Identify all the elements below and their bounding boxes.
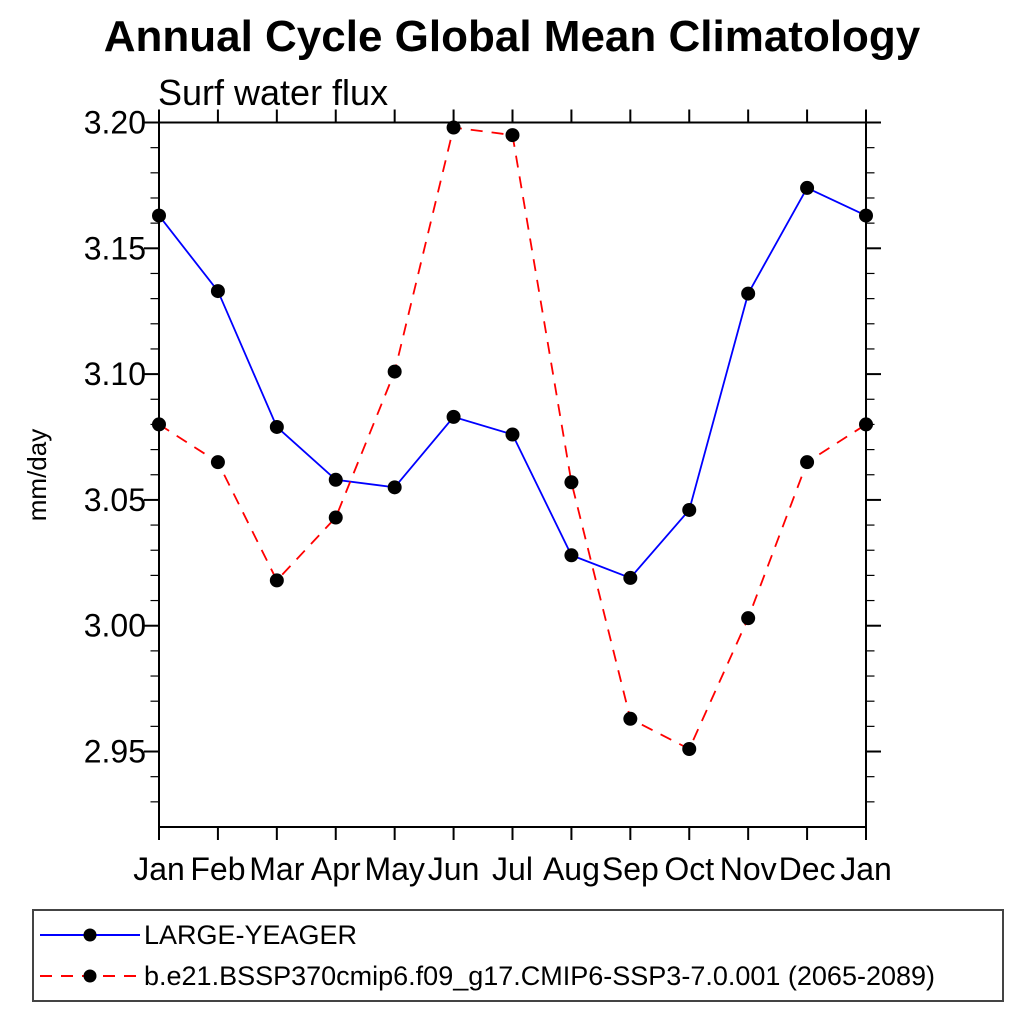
plot-frame [158, 121, 867, 828]
x-tick-label: Dec [779, 851, 836, 887]
data-point-marker [741, 286, 756, 301]
y-tick-label: 3.00 [84, 608, 146, 644]
data-point-marker [682, 502, 697, 517]
x-tick-label: Jan [840, 851, 892, 887]
legend-label-cmip6: b.e21.BSSP370cmip6.f09_g17.CMIP6-SSP3-7.… [144, 960, 936, 991]
data-point-marker [505, 427, 520, 442]
data-point-marker [623, 570, 638, 585]
data-point-marker [859, 208, 873, 223]
data-point-marker [800, 180, 815, 195]
data-point-marker [210, 455, 225, 470]
x-tick-label: Feb [190, 851, 245, 887]
x-tick-label: May [364, 851, 424, 887]
legend-label-large-yeager: LARGE-YEAGER [144, 919, 358, 950]
data-point-marker [269, 419, 284, 434]
data-series [152, 120, 873, 757]
data-point-marker [505, 128, 520, 143]
y-tick-label: 3.20 [84, 105, 146, 141]
x-tick-label: Aug [543, 851, 600, 887]
chart-title: Annual Cycle Global Mean Climatology [103, 12, 921, 61]
y-tick-label: 3.15 [84, 230, 146, 266]
data-point-marker [682, 742, 697, 757]
x-tick-labels: Jan Feb Mar Apr May Jun Jul Aug Sep Oct Nov Dec Jan [133, 851, 892, 887]
data-point-marker [800, 455, 815, 470]
data-point-marker [387, 364, 402, 379]
y-axis-title: mm/day [22, 429, 52, 521]
x-tick-label: Nov [720, 851, 777, 887]
legend-box: LARGE-YEAGER b.e21.BSSP370cmip6.f09_g17.… [32, 909, 1004, 1002]
x-tick-label: Sep [602, 851, 659, 887]
x-tick-label: Jul [492, 851, 533, 887]
data-point-marker [210, 284, 225, 299]
data-point-marker [269, 573, 284, 588]
x-tick-label: Jan [133, 851, 185, 887]
chart-subtitle: Surf water flux [158, 72, 389, 113]
legend-entry-large-yeager: LARGE-YEAGER [40, 919, 358, 950]
y-tick-label: 2.95 [84, 734, 146, 770]
data-point-marker [152, 208, 166, 223]
y-axis-title-text: mm/day [22, 429, 52, 521]
y-axis-ticks [144, 121, 881, 803]
data-point-marker [152, 417, 166, 432]
x-tick-label: Oct [664, 851, 714, 887]
data-point-marker [623, 711, 638, 726]
legend-line-sample-solid [40, 928, 140, 942]
x-tick-label: Jun [428, 851, 480, 887]
series-line [158, 186, 867, 579]
legend-marker-dot [83, 928, 97, 942]
x-axis-ticks [158, 109, 867, 840]
data-point-marker [446, 409, 461, 424]
data-point-marker [328, 510, 343, 525]
x-tick-label: Apr [311, 851, 361, 887]
data-point-marker [741, 611, 756, 626]
y-tick-label: 3.10 [84, 356, 146, 392]
y-tick-label: 3.05 [84, 482, 146, 518]
x-tick-label: Mar [249, 851, 304, 887]
data-point-marker [328, 472, 343, 487]
data-point-marker [446, 120, 461, 135]
y-tick-labels: 2.95 3.00 3.05 3.10 3.15 3.20 [84, 105, 146, 770]
data-point-marker [564, 548, 579, 563]
legend-marker-dot [83, 969, 97, 983]
legend-entry-cmip6: b.e21.BSSP370cmip6.f09_g17.CMIP6-SSP3-7.… [40, 960, 936, 991]
legend-line-sample-dashed [40, 969, 140, 983]
data-point-marker [387, 480, 402, 495]
data-point-marker [564, 475, 579, 490]
data-point-marker [859, 417, 873, 432]
